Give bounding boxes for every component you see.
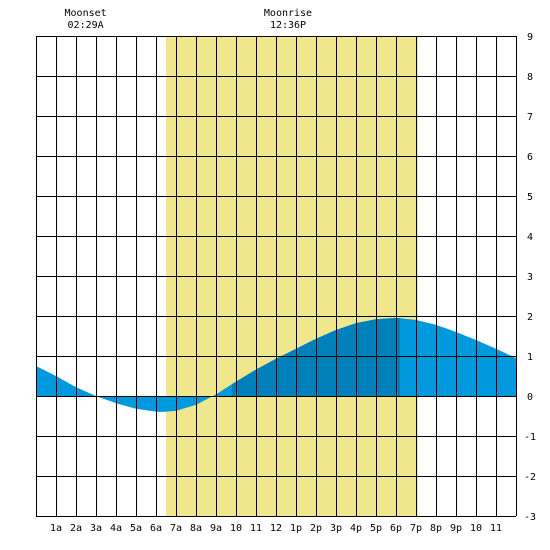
y-tick-label: 6 [527,152,533,163]
y-tick-label: 4 [527,232,533,243]
y-tick-label: 7 [527,112,533,123]
x-tick-label: 2a [70,523,82,534]
y-tick-label: -2 [524,472,536,483]
x-tick-label: 9p [450,523,462,534]
x-tick-label: 12 [270,523,282,534]
y-tick-label: -3 [524,512,536,523]
x-tick-label: 10 [470,523,482,534]
y-tick-label: 2 [527,312,533,323]
daylight-band [166,36,418,516]
tide-area-rising [232,318,400,396]
x-tick-label: 6a [150,523,162,534]
x-tick-label: 10 [230,523,242,534]
moon-event-time: 02:29A [68,20,104,31]
moon-event-time: 12:36P [270,20,306,31]
y-tick-label: 1 [527,352,533,363]
y-tick-label: 8 [527,72,533,83]
x-tick-label: 2p [310,523,322,534]
x-tick-label: 4p [350,523,362,534]
x-tick-label: 7p [410,523,422,534]
y-tick-label: 5 [527,192,533,203]
x-tick-label: 9a [210,523,222,534]
x-tick-label: 6p [390,523,402,534]
x-tick-label: 11 [250,523,262,534]
x-tick-label: 5a [130,523,142,534]
x-tick-label: 11 [490,523,502,534]
moon-event-label: Moonrise [264,8,312,19]
x-tick-label: 4a [110,523,122,534]
y-tick-label: 0 [527,392,533,403]
y-tick-label: 9 [527,32,533,43]
y-tick-label: -1 [524,432,536,443]
x-tick-label: 1a [50,523,62,534]
x-tick-label: 8p [430,523,442,534]
x-tick-label: 7a [170,523,182,534]
x-tick-label: 3a [90,523,102,534]
y-tick-label: 3 [527,272,533,283]
x-tick-label: 3p [330,523,342,534]
x-tick-label: 8a [190,523,202,534]
moon-event-label: Moonset [65,8,107,19]
x-tick-label: 1p [290,523,302,534]
x-tick-label: 5p [370,523,382,534]
